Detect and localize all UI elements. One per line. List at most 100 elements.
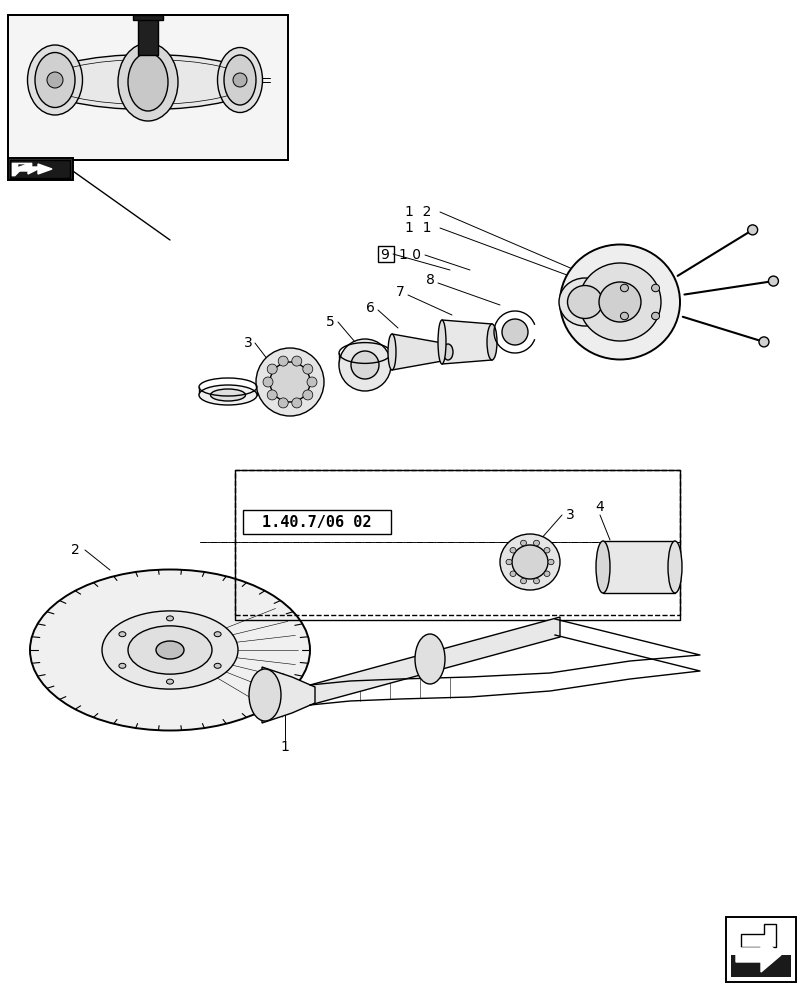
- Bar: [725, 917, 795, 982]
- Ellipse shape: [128, 626, 212, 674]
- Ellipse shape: [500, 534, 560, 590]
- Text: 3: 3: [565, 508, 573, 522]
- Ellipse shape: [509, 547, 515, 553]
- Circle shape: [267, 364, 277, 374]
- Ellipse shape: [270, 362, 310, 402]
- Bar: [10, 160, 70, 178]
- Ellipse shape: [533, 540, 539, 546]
- Text: 1: 1: [281, 740, 289, 754]
- Ellipse shape: [128, 53, 168, 111]
- Ellipse shape: [520, 540, 526, 546]
- Ellipse shape: [595, 541, 609, 593]
- Ellipse shape: [558, 278, 610, 326]
- Text: 8: 8: [425, 273, 434, 287]
- Circle shape: [263, 377, 272, 387]
- Ellipse shape: [118, 632, 126, 637]
- Ellipse shape: [747, 225, 757, 235]
- Circle shape: [267, 390, 277, 400]
- Polygon shape: [441, 320, 491, 364]
- Text: 1  2: 1 2: [405, 205, 431, 219]
- Ellipse shape: [437, 320, 445, 364]
- Ellipse shape: [608, 273, 670, 331]
- Polygon shape: [262, 667, 315, 723]
- Ellipse shape: [578, 263, 660, 341]
- Ellipse shape: [501, 319, 527, 345]
- Ellipse shape: [509, 571, 515, 577]
- Ellipse shape: [543, 571, 549, 577]
- Ellipse shape: [166, 679, 174, 684]
- Ellipse shape: [547, 559, 553, 565]
- Ellipse shape: [543, 547, 549, 553]
- Circle shape: [278, 356, 288, 366]
- Bar: [8, 15, 288, 160]
- Ellipse shape: [493, 311, 535, 353]
- Text: 7: 7: [395, 285, 404, 299]
- Bar: [603, 541, 674, 593]
- Ellipse shape: [217, 48, 262, 113]
- Bar: [730, 955, 790, 977]
- Ellipse shape: [249, 669, 281, 721]
- Ellipse shape: [758, 337, 768, 347]
- Bar: [8, 158, 73, 180]
- Ellipse shape: [28, 45, 83, 115]
- Ellipse shape: [255, 348, 324, 416]
- Ellipse shape: [533, 578, 539, 584]
- Ellipse shape: [350, 351, 379, 379]
- Ellipse shape: [487, 324, 496, 360]
- Circle shape: [303, 364, 312, 374]
- Ellipse shape: [620, 284, 628, 292]
- Ellipse shape: [102, 611, 238, 689]
- Ellipse shape: [767, 276, 778, 286]
- Polygon shape: [735, 938, 780, 972]
- Bar: [8, 15, 288, 160]
- Ellipse shape: [512, 545, 547, 579]
- Text: 6: 6: [365, 301, 374, 315]
- Bar: [138, 17, 158, 55]
- Polygon shape: [392, 334, 448, 370]
- Ellipse shape: [620, 312, 628, 320]
- Ellipse shape: [210, 389, 245, 401]
- Ellipse shape: [156, 641, 184, 659]
- Text: 5: 5: [325, 315, 334, 329]
- Ellipse shape: [388, 334, 396, 370]
- Ellipse shape: [599, 282, 640, 322]
- Ellipse shape: [493, 311, 535, 353]
- Ellipse shape: [567, 286, 602, 318]
- Ellipse shape: [338, 339, 391, 391]
- Text: 9: 9: [380, 248, 389, 262]
- Circle shape: [233, 73, 247, 87]
- Circle shape: [278, 398, 288, 408]
- Ellipse shape: [199, 385, 257, 405]
- Bar: [378, 246, 393, 262]
- Text: 1 0: 1 0: [398, 248, 420, 262]
- Circle shape: [303, 390, 312, 400]
- Ellipse shape: [505, 559, 512, 565]
- Ellipse shape: [560, 244, 679, 360]
- Text: 4: 4: [595, 500, 603, 514]
- Text: 1.40.7/06 02: 1.40.7/06 02: [262, 514, 371, 530]
- Circle shape: [307, 377, 316, 387]
- Circle shape: [291, 398, 302, 408]
- Ellipse shape: [414, 634, 444, 684]
- Text: 2: 2: [71, 543, 79, 557]
- Circle shape: [47, 72, 63, 88]
- Ellipse shape: [214, 632, 221, 637]
- Ellipse shape: [35, 53, 75, 108]
- Ellipse shape: [166, 616, 174, 621]
- Ellipse shape: [118, 663, 126, 668]
- Ellipse shape: [38, 55, 258, 110]
- Ellipse shape: [443, 344, 453, 360]
- Polygon shape: [740, 924, 775, 947]
- Ellipse shape: [667, 541, 681, 593]
- Bar: [133, 15, 163, 20]
- Text: 1  1: 1 1: [404, 221, 431, 235]
- Bar: [234, 470, 679, 620]
- Ellipse shape: [30, 569, 310, 730]
- Bar: [234, 470, 679, 615]
- Ellipse shape: [224, 55, 255, 105]
- Polygon shape: [12, 163, 32, 176]
- Bar: [242, 510, 391, 534]
- Ellipse shape: [520, 578, 526, 584]
- Polygon shape: [14, 164, 52, 174]
- Circle shape: [291, 356, 302, 366]
